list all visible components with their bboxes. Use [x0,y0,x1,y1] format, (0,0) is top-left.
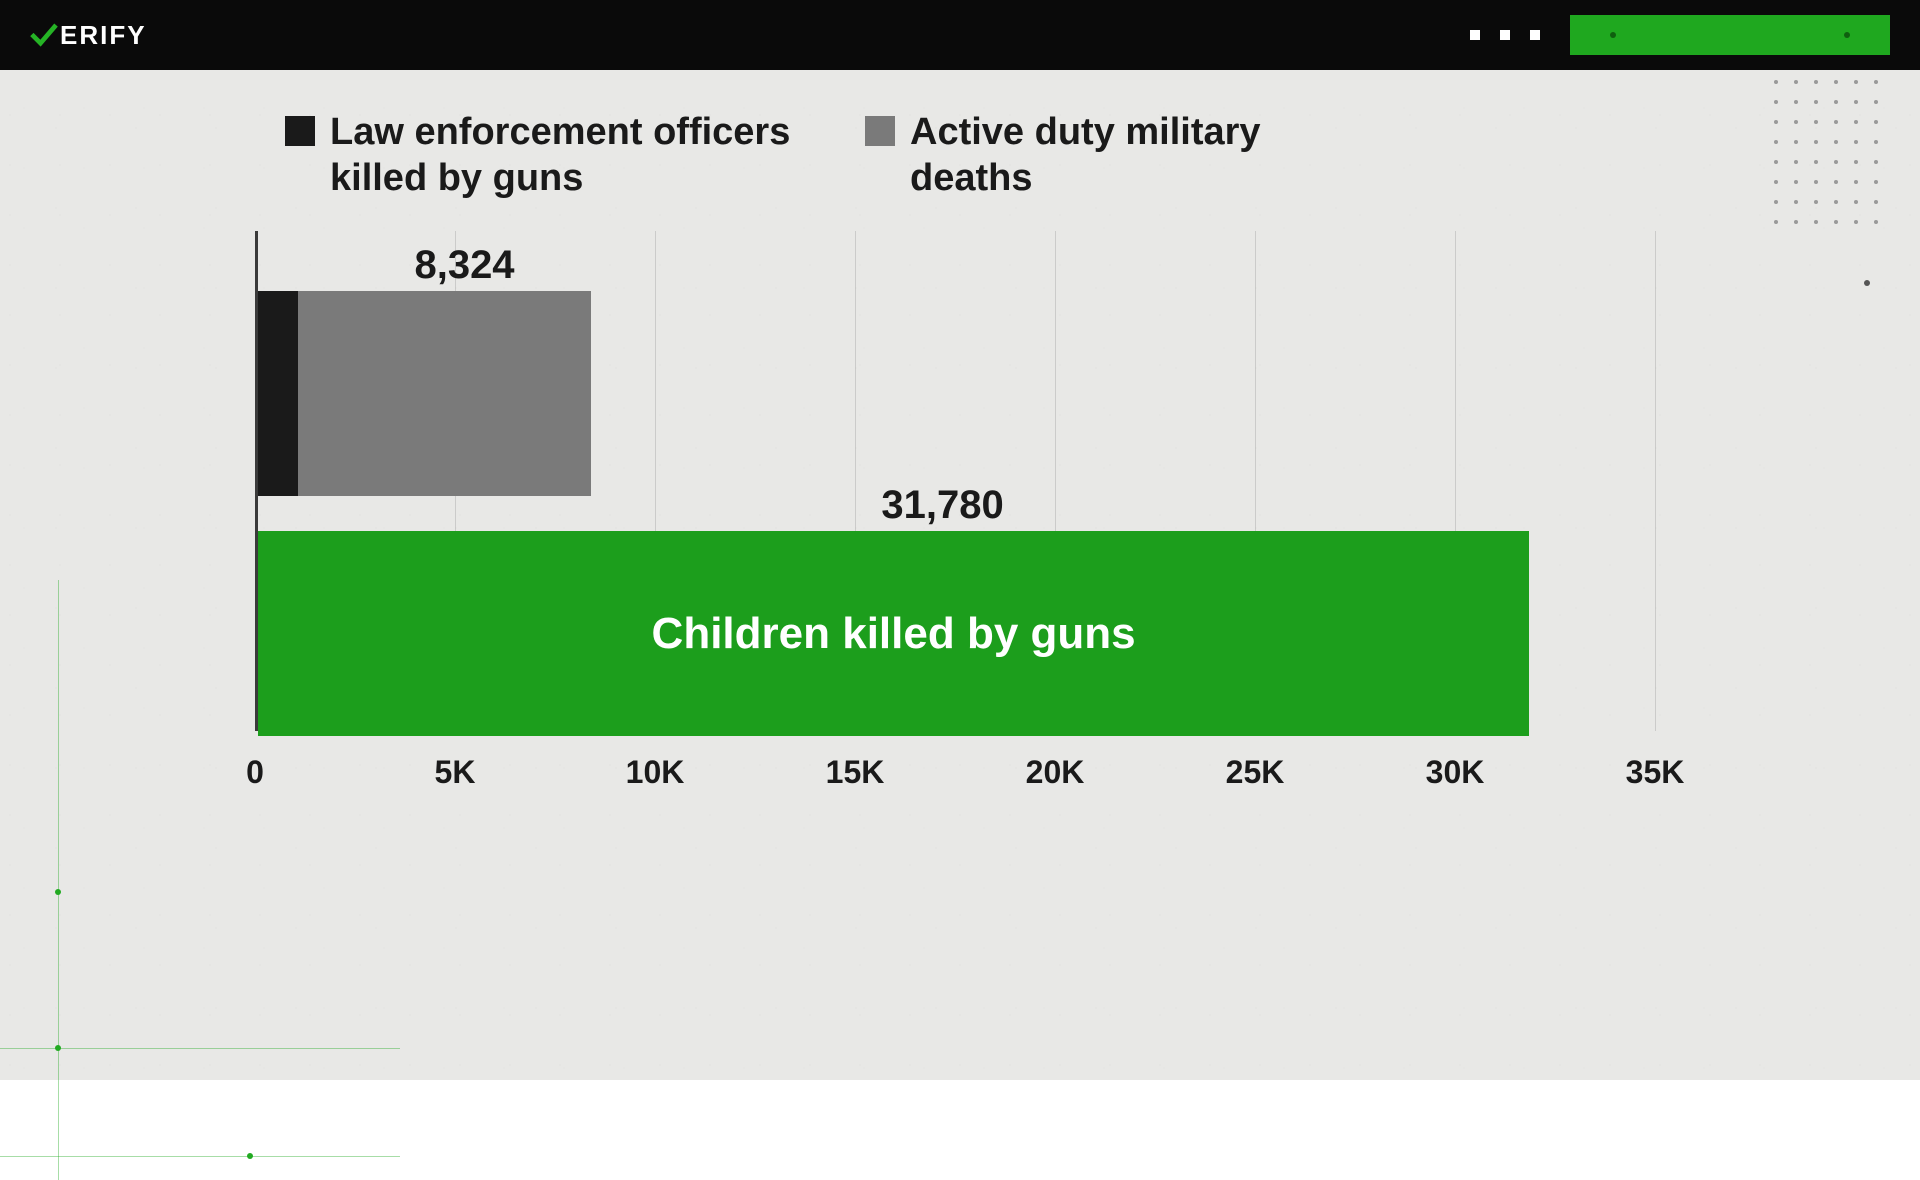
bar-segment [298,291,591,496]
legend-swatch [865,116,895,146]
bar-row: 8,324 [258,291,591,496]
header-bar: ERIFY [0,0,1920,70]
bar-inner-label: Children killed by guns [652,609,1136,659]
verify-logo: ERIFY [30,20,147,51]
legend-label: Law enforcement officers killed by guns [330,110,805,201]
legend-item: Law enforcement officers killed by guns [285,110,805,201]
x-tick-label: 15K [826,754,885,791]
chart-container: Law enforcement officers killed by guns … [245,110,1685,791]
chart-plot: 05K10K15K20K25K30K35K8,32431,780Children… [255,231,1685,791]
green-accent-tab [1570,15,1890,55]
bar-value-label: 31,780 [881,483,1003,528]
bar-value-label: 8,324 [414,243,514,288]
bar-segment [258,291,298,496]
bar [258,291,591,496]
corner-dot-deco [1864,280,1870,286]
checkmark-icon [30,21,58,49]
legend-label: Active duty military deaths [910,110,1385,201]
x-tick-label: 10K [626,754,685,791]
dot-grid-deco [1774,80,1880,226]
x-tick-label: 5K [435,754,476,791]
legend-swatch [285,116,315,146]
chart-legend: Law enforcement officers killed by guns … [245,110,1685,201]
x-tick-label: 0 [246,754,264,791]
gridline [1655,231,1656,731]
x-tick-label: 30K [1426,754,1485,791]
legend-item: Active duty military deaths [865,110,1385,201]
x-tick-label: 20K [1026,754,1085,791]
x-tick-label: 35K [1626,754,1685,791]
bar-row: 31,780Children killed by guns [258,531,1529,736]
x-tick-label: 25K [1226,754,1285,791]
logo-text: ERIFY [60,20,147,51]
ellipsis-icon [1470,30,1540,40]
header-right [1470,15,1890,55]
